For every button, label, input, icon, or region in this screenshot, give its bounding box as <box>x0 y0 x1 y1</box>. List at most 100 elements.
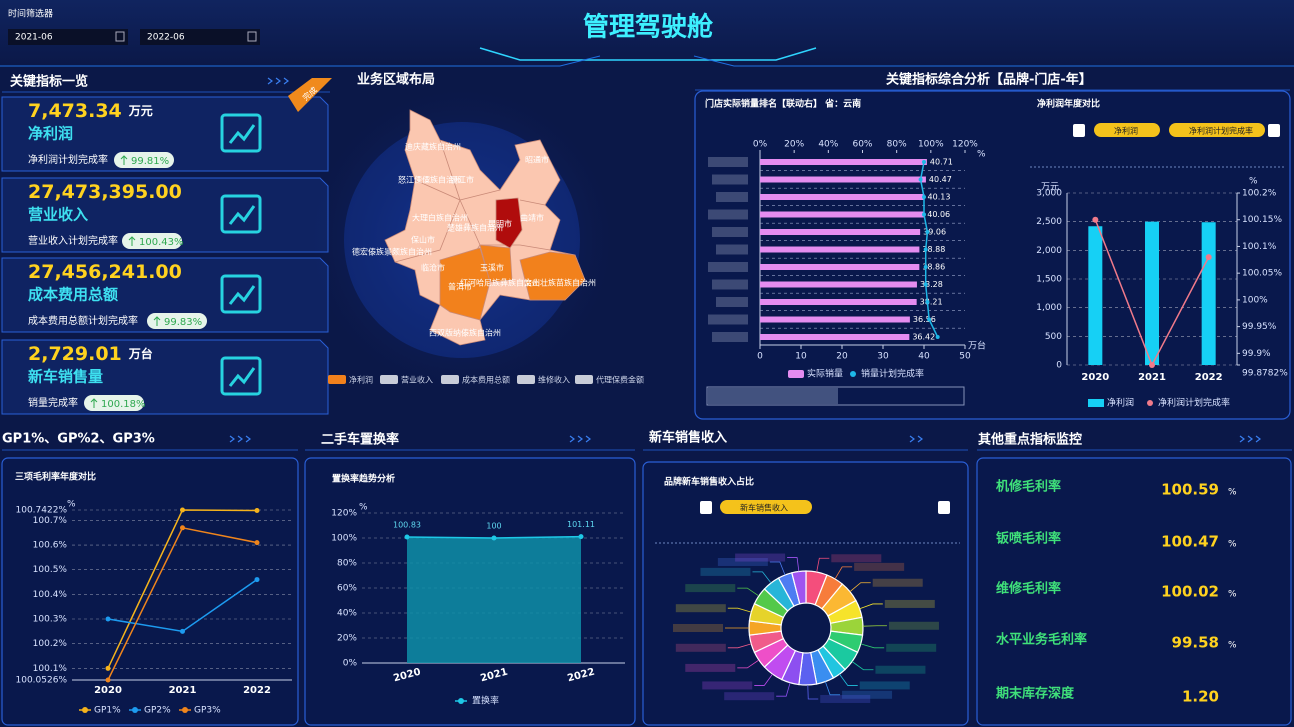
metric-value: 1.20 <box>1182 688 1219 706</box>
leader-line <box>737 659 760 669</box>
map-label: 玉溪市 <box>480 263 504 273</box>
nav-button[interactable] <box>700 501 712 514</box>
legend-label[interactable]: 成本费用总额 <box>462 375 510 385</box>
value-label: 39.06 <box>923 228 946 237</box>
legend-label[interactable]: GP3% <box>194 706 221 716</box>
scrollbar[interactable] <box>706 386 965 406</box>
kpi-unit: 万元 <box>128 104 153 118</box>
panel-title: 其他重点指标监控 <box>978 432 1082 448</box>
toggle-button[interactable] <box>720 500 812 514</box>
up-arrow <box>153 316 161 326</box>
panel-title: 二手车置换率 <box>321 432 399 448</box>
legend-swatch[interactable] <box>517 375 535 384</box>
x2-tick-label: 40% <box>818 140 838 150</box>
blurred-label <box>712 332 748 342</box>
kpi-value: 7,473.34 万元 <box>28 100 153 122</box>
legend-swatch[interactable] <box>1147 400 1153 406</box>
x2-tick-label: 20% <box>784 140 804 150</box>
legend-swatch[interactable] <box>380 375 398 384</box>
toggle-button[interactable] <box>1094 123 1160 137</box>
y-tick-label: 2,500 <box>1036 217 1062 227</box>
legend-label[interactable]: GP2% <box>144 706 171 716</box>
y-tick-label: 0 <box>1056 361 1062 371</box>
panel-frame <box>1 457 299 726</box>
kpi-icon <box>220 194 262 234</box>
kpi-icon <box>220 356 262 396</box>
leader-line <box>776 682 791 697</box>
map-label: 西双版纳傣族自治州 <box>429 328 501 338</box>
leader-line <box>849 582 871 592</box>
legend-label[interactable]: 净利润 <box>349 375 373 385</box>
y-tick-label: 100.1% <box>33 664 68 674</box>
legend-label[interactable]: 净利润计划完成率 <box>1158 397 1230 409</box>
kpi-icon <box>228 285 256 305</box>
leader-line <box>851 661 874 671</box>
metric-value: 100.47 <box>1161 533 1219 551</box>
x2-tick-label: 100% <box>918 140 944 150</box>
metric-unit: % <box>1228 540 1237 550</box>
y-tick-label: 100.6% <box>33 541 68 551</box>
blurred-label <box>717 557 768 566</box>
date-input[interactable] <box>140 29 260 45</box>
nav-button[interactable] <box>1268 124 1280 137</box>
legend-label[interactable]: 置换率 <box>472 695 499 707</box>
kpi-name: 净利润 <box>28 125 73 143</box>
kpi-rate-pill <box>147 313 207 329</box>
calendar-icon[interactable] <box>115 31 125 42</box>
nav-button[interactable] <box>1073 124 1085 137</box>
rate-point <box>1205 254 1212 261</box>
legend-label[interactable]: 营业收入 <box>401 375 433 385</box>
blurred-label <box>712 174 748 185</box>
legend-swatch[interactable] <box>458 698 464 704</box>
pie-slice <box>791 570 807 605</box>
legend-label[interactable]: 净利润 <box>1107 397 1134 409</box>
blurred-label <box>872 578 923 587</box>
end-date[interactable]: 2022-06 <box>147 33 185 43</box>
legend-label[interactable]: GP1% <box>94 706 121 716</box>
toggle-label[interactable]: 净利润计划完成率 <box>1189 126 1253 136</box>
metric-name: 期末库存深度 <box>996 686 1075 702</box>
legend-swatch[interactable] <box>788 370 804 378</box>
kpi-icon <box>228 205 256 225</box>
y-tick-label: 1,500 <box>1036 275 1062 285</box>
legend-label[interactable]: 代理保费金额 <box>596 375 644 385</box>
blurred-label <box>712 279 748 290</box>
y2-tick-label: 99.8782% <box>1242 369 1288 379</box>
legend-swatch[interactable] <box>132 707 138 713</box>
legend-label[interactable]: 实际销量 <box>807 368 843 380</box>
scroll-thumb[interactable] <box>708 388 838 404</box>
value-label: 100 <box>486 522 501 531</box>
value-label: 101.11 <box>567 520 595 529</box>
kpi-value: 27,456,241.00 <box>28 261 182 283</box>
blurred-label <box>716 297 748 307</box>
chart-title: 置换率趋势分析 <box>332 473 395 485</box>
nav-button[interactable] <box>938 501 950 514</box>
date-input[interactable] <box>8 29 128 45</box>
kpi-number: 7,473.34 <box>28 100 122 122</box>
map-region-puer <box>439 247 491 321</box>
legend-swatch[interactable] <box>575 375 593 384</box>
legend-label[interactable]: 销量计划完成率 <box>861 368 924 380</box>
blurred-label <box>712 227 748 237</box>
toggle-button[interactable] <box>1169 123 1265 137</box>
legend-swatch[interactable] <box>850 371 856 377</box>
kpi-icon <box>220 274 262 314</box>
legend-swatch[interactable] <box>1088 399 1104 407</box>
toggle-label[interactable]: 新车销售收入 <box>740 503 788 513</box>
title-underline <box>2 89 1292 451</box>
legend-swatch[interactable] <box>328 375 346 384</box>
kpi-number: 27,456,241.00 <box>28 261 182 283</box>
start-date[interactable]: 2021-06 <box>15 33 53 43</box>
legend-swatch[interactable] <box>82 707 88 713</box>
legend-swatch[interactable] <box>182 707 188 713</box>
leader-line <box>727 643 752 649</box>
bar <box>760 211 925 218</box>
map-label: 丽江市 <box>450 175 474 185</box>
toggle-label[interactable]: 净利润 <box>1114 126 1138 136</box>
panel-title: GP1%、GP%2、GP3% <box>2 432 155 447</box>
map-label: 昆明市 <box>488 219 512 229</box>
calendar-icon[interactable] <box>247 31 257 42</box>
legend-label[interactable]: 维修收入 <box>538 375 570 385</box>
metric-unit: % <box>1228 488 1237 498</box>
legend-swatch[interactable] <box>441 375 459 384</box>
